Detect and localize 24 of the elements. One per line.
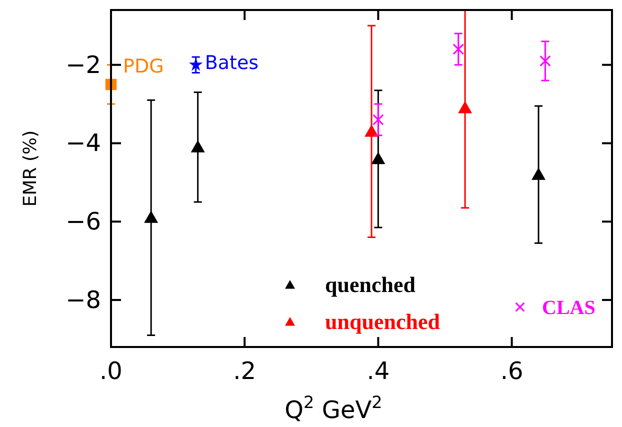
legend-label: quenched [325, 272, 416, 297]
x-tick-label: .2 [233, 357, 256, 385]
point [371, 152, 386, 164]
point [144, 210, 158, 223]
point [372, 114, 384, 126]
point [188, 58, 203, 71]
x-tick-label: .0 [100, 357, 122, 385]
point [190, 140, 205, 152]
x-tick-label: .6 [500, 357, 524, 385]
y-tick-label: −8 [66, 286, 101, 314]
x-tick-label: .4 [366, 357, 390, 385]
legend-label: CLAS [542, 297, 596, 319]
y-tick-label: −4 [66, 129, 101, 158]
y-tick-label: −2 [66, 50, 101, 79]
y-tick-label: −6 [66, 208, 101, 236]
point [540, 55, 551, 67]
y-axis-title: EMR (%) [20, 130, 41, 207]
series-label: Bates [204, 52, 259, 74]
point [458, 100, 472, 114]
point [452, 44, 464, 55]
series-label: PDG [123, 55, 164, 78]
legend-label: unquenched [325, 309, 440, 334]
x-axis-title: Q$^{2}$ GeV$^{2}$ [284, 392, 382, 424]
point [532, 168, 546, 180]
